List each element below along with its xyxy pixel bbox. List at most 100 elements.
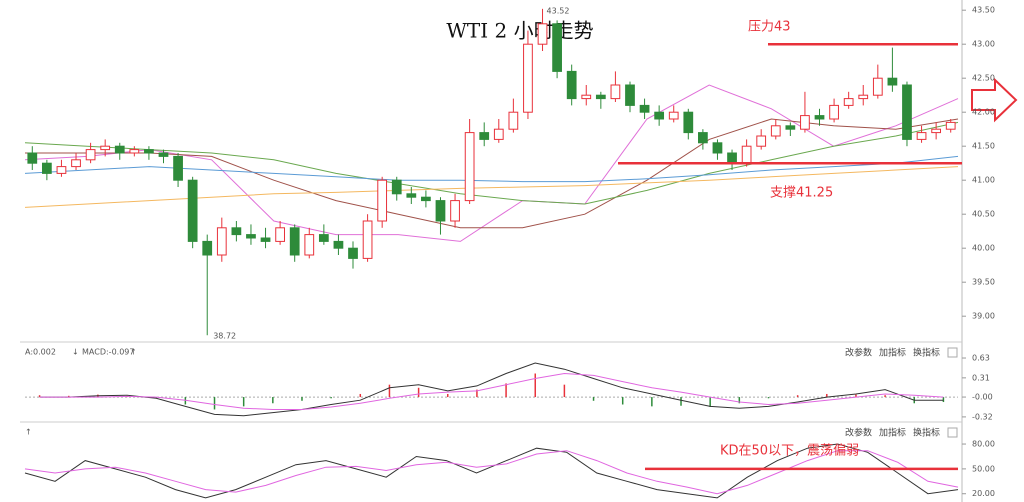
y-tick-label: 39.50 xyxy=(972,278,995,287)
arrow-icon xyxy=(971,77,1018,123)
candle-body xyxy=(843,98,854,106)
candle-body xyxy=(435,200,446,222)
y-tick-label: 40.00 xyxy=(972,244,995,253)
candle-body xyxy=(304,234,315,256)
candle-body xyxy=(625,84,635,106)
y-tick-label: 20.00 xyxy=(972,489,995,498)
candle-body xyxy=(173,155,183,181)
y-tick-label: 43.50 xyxy=(972,6,995,15)
candle-body xyxy=(275,227,285,242)
k-line xyxy=(24,443,959,499)
candle-body xyxy=(931,128,942,134)
candle-body xyxy=(479,132,490,140)
y-tick-label: 39.00 xyxy=(972,312,995,321)
y-tick-label: -0.00 xyxy=(972,393,993,402)
dif-line xyxy=(39,362,944,417)
y-tick-label: 0.63 xyxy=(972,354,990,363)
candle-body xyxy=(464,132,475,202)
candle-body xyxy=(260,237,271,242)
candle-body xyxy=(829,104,839,120)
candle-body xyxy=(114,145,125,154)
candle-body xyxy=(581,94,592,100)
dea-label: A:0.002 xyxy=(25,348,56,357)
candle-body xyxy=(377,179,388,222)
y-tick-label: 0.31 xyxy=(972,373,990,382)
moving-average xyxy=(25,118,959,229)
candle-body xyxy=(202,240,213,256)
d-line xyxy=(24,450,959,495)
candle-body xyxy=(41,162,52,174)
candle-body xyxy=(100,145,111,151)
candle-body xyxy=(348,247,358,259)
candle-body xyxy=(406,193,417,198)
y-tick-label: 50.00 xyxy=(972,464,995,473)
candle-body xyxy=(727,152,737,164)
candle-body xyxy=(523,43,533,113)
candle-body xyxy=(144,149,154,154)
y-tick-label: 41.50 xyxy=(972,142,995,151)
candle-body xyxy=(945,121,956,130)
toolbar: 改参数 加指标 换指标 改参数 加指标 换指标 xyxy=(845,347,958,439)
candle-body xyxy=(216,227,227,256)
candle-body xyxy=(391,179,402,195)
candle-body xyxy=(756,135,767,147)
toolbar-button[interactable]: 加指标 xyxy=(879,347,906,359)
y-tick-label: 42.50 xyxy=(972,74,995,83)
candle-body xyxy=(668,111,679,120)
candle-body xyxy=(231,227,242,236)
annotation-label: KD在50以下，震荡偏弱 xyxy=(720,443,859,458)
y-tick-label: 43.00 xyxy=(972,40,995,49)
y-tick-label: 80.00 xyxy=(972,440,995,449)
candle-body xyxy=(872,77,883,96)
arrow-icon: ↑ xyxy=(25,428,32,437)
candle-body xyxy=(493,128,504,140)
arrow-icon: ↑ xyxy=(130,348,137,357)
candle-body xyxy=(421,196,431,202)
high-label: 43.52 xyxy=(547,6,570,15)
candle-body xyxy=(318,234,329,242)
toolbar-button[interactable]: 换指标 xyxy=(913,347,940,359)
annotation-label: 压力43 xyxy=(748,20,791,35)
candle-body xyxy=(537,23,548,45)
candle-body xyxy=(610,84,621,100)
candle-body xyxy=(595,94,606,100)
candle-body xyxy=(289,227,300,256)
candle-body xyxy=(683,111,694,134)
toolbar-button[interactable]: 加指标 xyxy=(879,427,906,439)
candle-body xyxy=(129,149,140,154)
close-button[interactable] xyxy=(947,427,958,438)
candle-body xyxy=(187,179,198,242)
candle-body xyxy=(71,159,81,168)
y-tick-label: 40.50 xyxy=(972,210,995,219)
close-button[interactable] xyxy=(947,347,958,358)
toolbar-button[interactable]: 改参数 xyxy=(845,427,872,439)
macd-label: MACD:-0.097 xyxy=(82,348,134,357)
chart-title: WTI 2 小时走势 xyxy=(446,19,593,43)
candle-body xyxy=(566,70,577,100)
y-tick-label: -0.32 xyxy=(972,412,993,421)
candle-body xyxy=(770,125,781,137)
y-tick-label: 41.00 xyxy=(972,176,995,185)
moving-average xyxy=(24,121,959,205)
candle-body xyxy=(246,234,256,239)
candle-body xyxy=(698,132,708,144)
candle-body xyxy=(85,149,96,161)
low-label: 38.72 xyxy=(213,332,236,341)
dea-line xyxy=(39,372,944,410)
candle-body xyxy=(785,125,796,130)
candle-body xyxy=(654,111,665,120)
arrow-icon: ↓ xyxy=(72,348,79,357)
candle-body xyxy=(712,142,723,154)
annotation-label: 支撑41.25 xyxy=(770,186,833,201)
toolbar-button[interactable]: 改参数 xyxy=(845,347,872,359)
candle-body xyxy=(158,152,169,157)
candle-body xyxy=(858,94,869,100)
candle-body xyxy=(741,145,752,164)
toolbar-button[interactable]: 换指标 xyxy=(913,427,940,439)
candle-body xyxy=(362,220,373,259)
candle-body xyxy=(508,111,519,130)
moving-average xyxy=(24,155,959,183)
candle-body xyxy=(814,115,825,120)
candle-body xyxy=(56,166,67,174)
